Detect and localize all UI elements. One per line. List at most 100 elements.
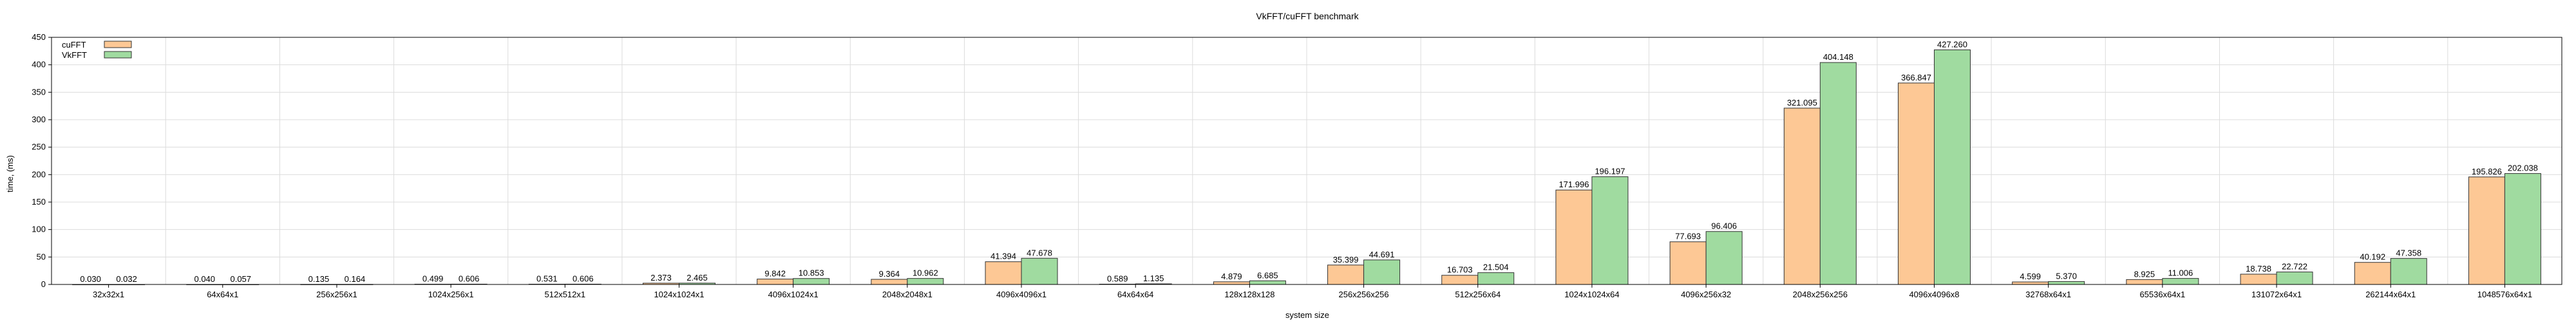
bar-cufft [1783, 107, 1821, 285]
data-label: 8.925 [2134, 269, 2155, 279]
legend-swatch-cufft [104, 41, 132, 48]
x-tick-label: 1024x1024x64 [1564, 290, 1619, 299]
data-label: 427.260 [1937, 39, 1967, 49]
x-tick-label: 262144x64x1 [2365, 290, 2416, 299]
data-label: 9.364 [879, 269, 900, 279]
bar-vkfft [2048, 281, 2085, 285]
legend-swatch-vkfft [104, 51, 132, 59]
bar-cufft [2468, 176, 2505, 285]
bar-cufft [2240, 274, 2277, 285]
y-tick-label: 150 [32, 197, 46, 207]
data-label: 0.057 [230, 274, 251, 284]
x-tick-label: 64x64x1 [207, 290, 238, 299]
bar-cufft [1555, 189, 1593, 285]
x-tick-label: 131072x64x1 [2251, 290, 2302, 299]
data-label: 47.358 [2396, 248, 2421, 258]
bar-cufft [2012, 281, 2049, 285]
y-tick-label: 200 [32, 169, 46, 179]
x-tick-label: 64x64x64 [1117, 290, 1153, 299]
x-tick-label: 1048576x64x1 [2477, 290, 2532, 299]
data-label: 22.722 [2282, 262, 2307, 272]
data-label: 0.589 [1107, 274, 1128, 283]
bar-cufft [871, 279, 908, 285]
data-label: 366.847 [1901, 73, 1931, 82]
y-tick-label: 250 [32, 142, 46, 152]
data-label: 0.040 [194, 274, 215, 284]
data-label: 0.606 [573, 274, 594, 283]
bar-vkfft [2390, 258, 2427, 285]
data-label: 44.691 [1369, 250, 1395, 259]
data-label: 4.599 [2020, 272, 2041, 281]
bar-cufft [2354, 262, 2391, 285]
data-label: 40.192 [2360, 252, 2385, 262]
data-label: 18.738 [2246, 264, 2271, 274]
x-tick-label: 4096x1024x1 [768, 290, 819, 299]
axes: 0 50 100 150 200 250 300 350 400 450 32x32x1 64x64x… [32, 32, 2562, 299]
bar-cufft [1898, 82, 1935, 285]
data-label: 196.197 [1595, 167, 1625, 176]
data-label: 1.135 [1143, 274, 1164, 283]
y-tick-label: 450 [32, 32, 46, 42]
bar-vkfft [2504, 173, 2541, 285]
data-label: 2.465 [687, 273, 708, 283]
y-axis-title: time, (ms) [5, 155, 15, 192]
data-label: 21.504 [1483, 263, 1509, 272]
data-label: 2.373 [650, 273, 672, 283]
bar-cufft [2126, 279, 2163, 285]
data-label: 11.006 [2168, 268, 2193, 278]
bar-vkfft [1819, 62, 1857, 285]
x-tick-label: 512x512x1 [545, 290, 586, 299]
bar-cufft [1213, 281, 1250, 285]
x-tick-label: 1024x1024x1 [654, 290, 704, 299]
x-tick-label: 4096x4096x8 [1909, 290, 1959, 299]
data-label: 16.703 [1447, 265, 1473, 275]
bar-vkfft [1249, 280, 1286, 285]
y-tick-label: 0 [41, 279, 46, 289]
bar-vkfft [1934, 49, 1971, 285]
bar-vkfft [1021, 257, 1058, 285]
bar-vkfft [1705, 231, 1743, 285]
bar-vkfft [2162, 278, 2199, 285]
chart-title: VkFFT/cuFFT benchmark [1256, 11, 1359, 21]
plot-area-frame [51, 37, 2562, 285]
data-label: 0.032 [116, 274, 137, 284]
data-label: 321.095 [1787, 98, 1817, 107]
data-label: 9.842 [764, 269, 786, 279]
x-tick-label: 32768x64x1 [2025, 290, 2071, 299]
x-tick-label: 256x256x256 [1339, 290, 1389, 299]
data-label: 77.693 [1675, 232, 1701, 241]
data-label: 41.394 [990, 252, 1016, 261]
bar-vkfft [907, 278, 944, 285]
data-label: 0.030 [80, 274, 101, 284]
bar-vkfft [1591, 176, 1629, 285]
bar-vkfft [793, 278, 830, 285]
y-tick-label: 300 [32, 115, 46, 124]
x-tick-label: 65536x64x1 [2139, 290, 2185, 299]
legend-label: cuFFT [62, 40, 86, 50]
bar-cufft [1327, 265, 1365, 285]
x-tick-label: 1024x256x1 [428, 290, 474, 299]
y-tick-label: 350 [32, 87, 46, 97]
y-tick-label: 400 [32, 60, 46, 70]
data-label: 47.678 [1027, 248, 1052, 257]
legend-label: VkFFT [62, 50, 87, 60]
bar-vkfft [2276, 272, 2313, 285]
x-axis-title: system size [1285, 310, 1329, 320]
data-label: 195.826 [2472, 167, 2502, 176]
bar-vkfft [1363, 259, 1401, 285]
data-label: 202.038 [2508, 163, 2538, 173]
x-tick-label: 2048x2048x1 [882, 290, 933, 299]
data-label: 10.962 [913, 268, 938, 278]
x-tick-label: 4096x256x32 [1681, 290, 1731, 299]
data-label: 4.879 [1221, 272, 1242, 281]
x-tick-label: 512x256x64 [1455, 290, 1501, 299]
x-tick-label: 4096x4096x1 [996, 290, 1046, 299]
data-label: 404.148 [1823, 52, 1853, 62]
bar-cufft [1669, 241, 1707, 285]
x-tick-label: 2048x256x256 [1793, 290, 1848, 299]
bar-vkfft [1477, 272, 1515, 285]
